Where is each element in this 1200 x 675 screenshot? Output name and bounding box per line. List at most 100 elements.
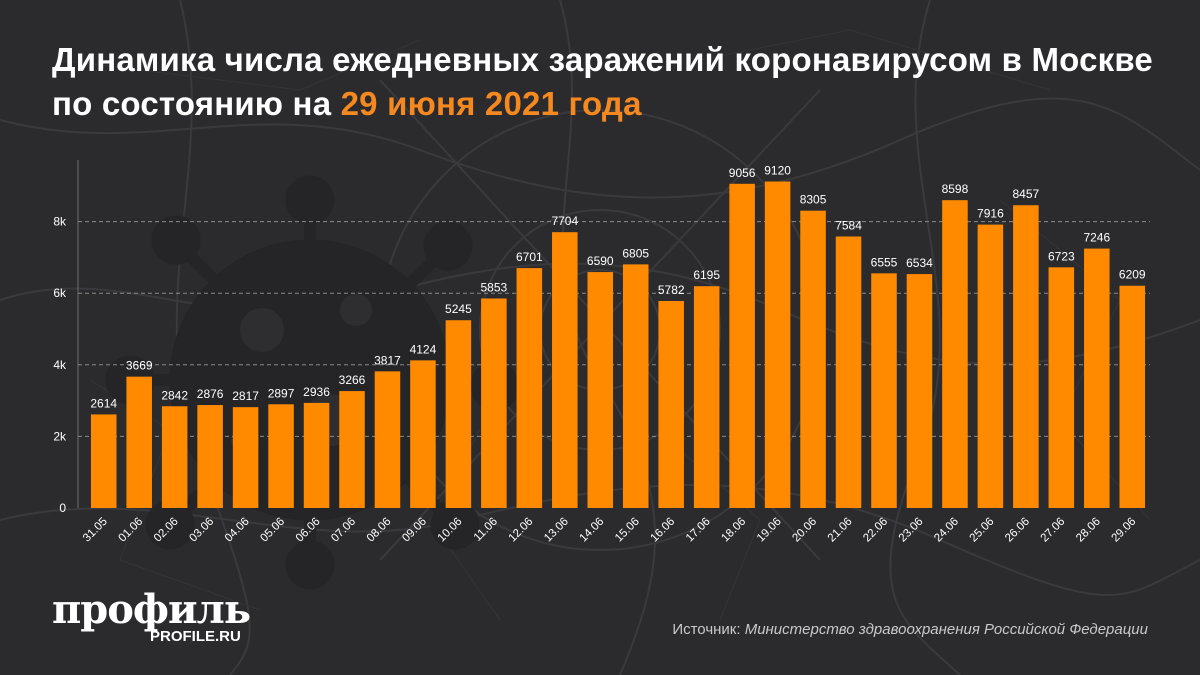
data-label: 2842 [161,388,188,402]
logo-url: PROFILE.RU [150,628,241,645]
bar [1084,248,1110,508]
data-label: 6723 [1048,249,1075,263]
y-tick-label: 4k [53,358,67,372]
data-label: 6209 [1119,268,1146,282]
data-label: 4124 [410,342,437,356]
bar [906,274,933,508]
bar [871,273,897,508]
data-label: 5853 [481,280,508,294]
data-label: 9120 [764,164,791,178]
data-label: 2876 [197,387,224,401]
bar [516,268,543,508]
bar [1013,205,1039,509]
bar [800,210,826,508]
bar [977,224,1004,509]
x-tick-label: 02.06 [152,516,181,545]
data-label: 3817 [374,353,401,367]
data-label: 5782 [658,283,685,297]
data-label: 6590 [587,254,614,268]
x-tick-label: 16.06 [648,516,677,545]
x-tick-label: 18.06 [719,516,748,545]
x-tick-label: 27.06 [1039,516,1068,545]
x-tick-label: 14.06 [578,516,607,545]
x-tick-label: 01.06 [116,516,145,545]
x-tick-label: 13.06 [542,516,571,545]
x-tick-label: 22.06 [861,516,890,545]
data-label: 9056 [729,166,756,180]
bar [410,360,436,508]
x-tick-label: 05.06 [258,516,287,545]
bar [942,200,968,509]
bar [835,236,862,508]
x-tick-label: 17.06 [684,516,713,545]
bar [729,183,755,508]
x-tick-label: 04.06 [223,516,252,545]
data-label: 3266 [339,373,366,387]
data-label: 3669 [126,359,153,373]
x-tick-label: 29.06 [1110,516,1139,545]
chart-title: Динамика числа ежедневных заражений коро… [52,38,1162,126]
data-label: 8305 [800,193,827,207]
data-label: 8598 [942,182,969,196]
x-tick-label: 24.06 [932,516,961,545]
x-tick-label: 06.06 [294,516,323,545]
data-label: 7246 [1083,231,1110,245]
source-value: Министерство здравоохранения Российской … [744,621,1148,638]
data-label: 6195 [693,268,720,282]
data-label: 6534 [906,256,933,270]
x-tick-label: 23.06 [897,516,926,545]
title-date-highlight: 29 июня 2021 года [340,85,642,122]
x-tick-label: 07.06 [329,516,358,545]
x-tick-label: 08.06 [365,516,394,545]
data-label: 7704 [551,214,578,228]
x-tick-label: 09.06 [400,516,429,545]
bar [693,286,720,508]
bar [90,414,117,508]
data-label: 2897 [268,386,295,400]
bar [303,402,330,508]
data-label: 6701 [516,250,543,264]
y-tick-label: 0 [59,501,66,515]
x-tick-label: 25.06 [968,516,997,545]
bar [764,181,791,508]
x-tick-label: 19.06 [755,516,784,545]
data-label: 6805 [622,246,649,260]
x-tick-label: 26.06 [1003,516,1032,545]
x-tick-label: 21.06 [826,516,855,545]
x-tick-label: 10.06 [436,516,465,545]
source-label: Источник: [672,621,745,638]
data-label: 5245 [445,302,472,316]
bar [232,407,259,508]
y-tick-label: 2k [53,429,67,443]
bar [552,232,578,509]
logo: профиль [52,586,251,633]
data-label: 8457 [1013,187,1040,201]
x-tick-label: 15.06 [613,516,642,545]
x-tick-label: 31.05 [81,516,110,545]
data-label: 2817 [232,389,259,403]
bar [268,404,294,508]
title-main: Динамика числа ежедневных заражений коро… [52,41,1153,122]
bar [587,272,614,508]
bar [339,391,365,508]
data-label: 2936 [303,385,330,399]
bar [445,320,472,508]
bar [622,264,649,508]
source-note: Источник: Министерство здравоохранения Р… [672,621,1148,639]
data-label: 7916 [977,207,1004,221]
bar [197,405,223,508]
x-tick-label: 28.06 [1074,516,1103,545]
y-tick-label: 8k [53,215,67,229]
bar [126,376,152,508]
bar [1048,267,1075,508]
data-label: 7584 [835,218,862,232]
y-tick-label: 6k [53,286,67,300]
x-tick-label: 03.06 [187,516,216,545]
bar [374,371,401,508]
bar [1119,285,1146,508]
data-label: 6555 [871,255,898,269]
bar [481,298,507,508]
x-tick-label: 12.06 [507,516,536,545]
x-tick-label: 11.06 [472,516,500,544]
